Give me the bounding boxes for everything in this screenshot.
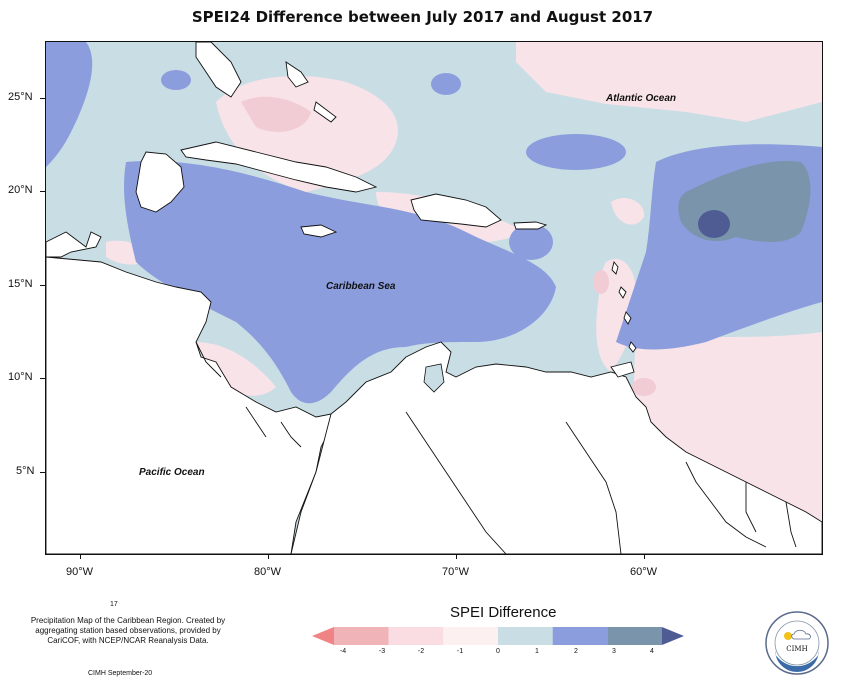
lat-tick (40, 285, 45, 286)
lat-label-25n: 25°N (8, 91, 33, 103)
legend-swatch (498, 627, 553, 645)
lon-tick (80, 554, 81, 559)
lon-tick (644, 554, 645, 559)
legend-swatch (443, 627, 498, 645)
lat-label-15n: 15°N (8, 278, 33, 290)
legend-title: SPEI Difference (450, 604, 557, 621)
lat-label-20n: 20°N (8, 184, 33, 196)
lat-label-5n: 5°N (16, 465, 35, 477)
atlantic-ocean-label: Atlantic Ocean (606, 93, 677, 104)
darkest-anomaly-region (698, 210, 730, 238)
cimh-logo-icon: CIMH (765, 611, 829, 675)
land-outlines (46, 42, 822, 554)
legend-colorbar (312, 627, 684, 645)
legend-label: 0 (496, 648, 500, 655)
map-panel (45, 41, 823, 555)
legend-label: 2 (574, 648, 578, 655)
legend-swatch (607, 627, 662, 645)
lake-maracaibo (423, 363, 445, 393)
lon-tick (268, 554, 269, 559)
map-title: SPEI24 Difference between July 2017 and … (191, 8, 654, 26)
credit-text: CIMH September-20 (88, 670, 153, 677)
legend-swatch (334, 627, 389, 645)
footnote-text: Precipitation Map of the Caribbean Regio… (30, 616, 226, 645)
legend-swatch (312, 627, 334, 645)
caribbean-sea-label: Caribbean Sea (326, 281, 396, 292)
legend-label: -3 (378, 648, 386, 655)
lat-tick (40, 472, 45, 473)
legend-label: 1 (535, 648, 539, 655)
legend-swatch (662, 627, 684, 645)
lat-tick (40, 191, 45, 192)
medium-pink-regions (241, 96, 656, 396)
lon-tick (456, 554, 457, 559)
cimh-logo: CIMH (764, 610, 830, 676)
legend-swatch (552, 627, 608, 645)
legend-labels: -4 -3 -2 -1 0 1 2 3 4 (312, 648, 684, 660)
lon-label-80w: 80°W (254, 566, 282, 578)
legend-swatch (388, 627, 444, 645)
logo-text: CIMH (786, 645, 807, 653)
lat-label-10n: 10°N (8, 371, 33, 383)
spei-difference-map (46, 42, 822, 554)
lon-label-90w: 90°W (66, 566, 94, 578)
lon-label-70w: 70°W (442, 566, 470, 578)
lat-tick (40, 378, 45, 379)
legend-label: -1 (456, 648, 464, 655)
footnote-number: 17 (110, 601, 118, 608)
legend-label: 4 (650, 648, 654, 655)
lon-label-60w: 60°W (630, 566, 658, 578)
pacific-ocean-label: Pacific Ocean (139, 467, 205, 478)
legend-label: 3 (612, 648, 616, 655)
legend-label: -2 (417, 648, 425, 655)
legend-label: -4 (339, 648, 347, 655)
lat-tick (40, 98, 45, 99)
